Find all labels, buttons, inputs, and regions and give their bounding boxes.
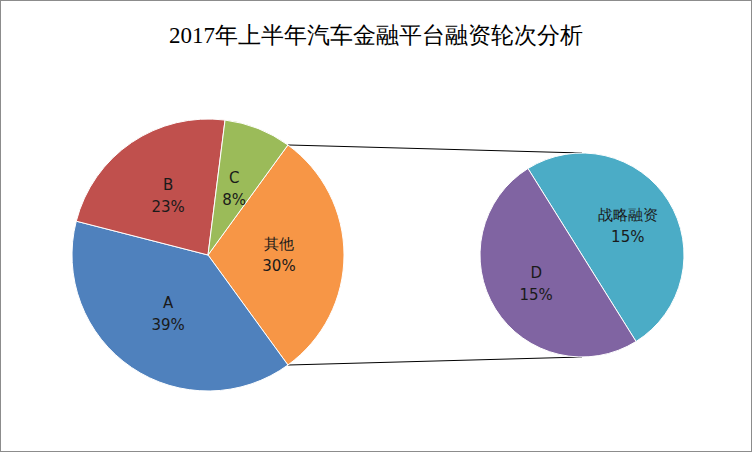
svg-text:C: C	[229, 169, 239, 187]
svg-text:15%: 15%	[611, 228, 644, 246]
svg-text:战略融资: 战略融资	[598, 206, 658, 224]
svg-text:30%: 30%	[262, 257, 295, 275]
svg-text:2017年上半年汽车金融平台融资轮次分析: 2017年上半年汽车金融平台融资轮次分析	[169, 23, 583, 48]
svg-text:15%: 15%	[520, 286, 553, 304]
svg-text:8%: 8%	[222, 191, 246, 209]
svg-text:其他: 其他	[264, 235, 294, 253]
svg-text:B: B	[163, 176, 173, 194]
svg-text:D: D	[530, 264, 542, 282]
svg-text:39%: 39%	[151, 316, 184, 334]
svg-text:A: A	[163, 294, 174, 312]
svg-text:23%: 23%	[151, 198, 184, 216]
